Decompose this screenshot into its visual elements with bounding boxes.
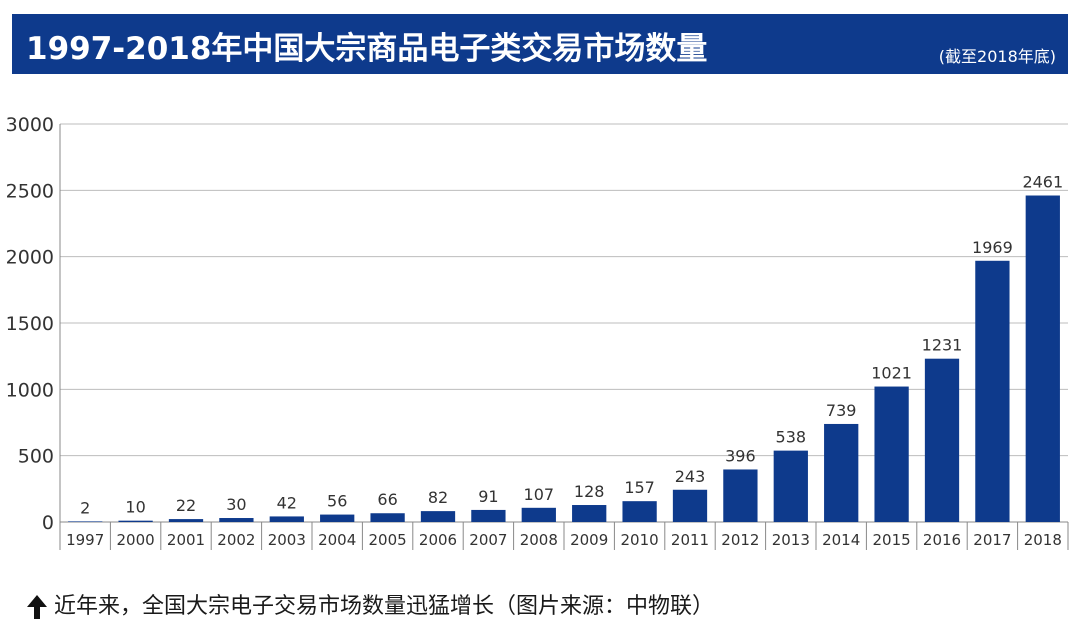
bar [420,511,456,522]
bar [219,518,254,522]
data-label: 30 [226,495,246,514]
x-tick-label: 2001 [167,531,205,549]
y-tick-label: 2500 [6,180,54,202]
data-label: 82 [428,488,448,507]
bar [1025,195,1060,522]
data-label: 157 [624,478,655,497]
x-tick-label: 1997 [66,531,104,549]
x-tick-label: 2008 [520,531,558,549]
data-label: 243 [675,467,706,486]
x-tick-label: 2013 [772,531,810,549]
y-tick-label: 3000 [6,114,54,136]
bar [118,520,153,522]
x-tick-label: 2003 [268,531,306,549]
data-label: 22 [176,496,196,515]
bar [68,521,103,522]
x-tick-label: 2004 [318,531,356,549]
bar [622,501,657,522]
data-label: 56 [327,492,347,511]
bar [471,509,506,522]
chart-subtitle: (截至2018年底) [938,47,1056,66]
chart-title: 1997-2018年中国大宗商品电子类交易市场数量 [26,31,708,67]
bar [269,516,304,522]
x-tick-label: 2007 [469,531,507,549]
bar [824,423,859,522]
x-tick-label: 2017 [973,531,1011,549]
data-label: 91 [478,487,498,506]
x-tick-label: 2015 [873,531,911,549]
data-label: 128 [574,482,605,501]
y-tick-label: 0 [42,512,54,534]
x-tick-label: 2002 [217,531,255,549]
bar-chart: 0 500 1000 1500 2000 2500 3000 2 1997 10 2000 22 200… [6,114,1069,550]
bar [572,505,607,522]
x-tick-label: 2016 [923,531,961,549]
x-tick-label: 2010 [621,531,659,549]
bar [672,489,708,522]
data-label: 66 [377,490,397,509]
x-tick-label: 2018 [1024,531,1062,549]
up-arrow-icon [26,594,50,620]
x-tick-label: 2000 [117,531,155,549]
bar [320,514,355,522]
y-tick-label: 2000 [6,247,54,269]
bar [168,519,204,522]
bar [975,260,1010,522]
data-label: 396 [725,446,756,465]
x-tick-label: 2009 [570,531,608,549]
data-label: 2461 [1022,173,1063,192]
caption: 近年来，全国大宗电子交易市场数量迅猛增长（图片来源：中物联） [26,588,714,620]
bar [924,358,960,522]
data-label: 42 [277,493,297,512]
data-label: 107 [524,485,555,504]
bar [370,513,405,522]
x-tick-label: 2011 [671,531,709,549]
bar [521,507,556,522]
bar [874,386,909,522]
data-label: 10 [125,498,145,517]
y-tick-label: 1500 [6,313,54,335]
data-label: 1021 [871,364,912,383]
bar [773,450,808,522]
title-bar: 1997-2018年中国大宗商品电子类交易市场数量 (截至2018年底) [12,14,1068,74]
x-tick-label: 2012 [721,531,759,549]
x-tick-label: 2014 [822,531,860,549]
data-label: 739 [826,401,857,420]
caption-text: 近年来，全国大宗电子交易市场数量迅猛增长（图片来源：中物联） [54,594,715,619]
bar [723,469,758,522]
data-label: 538 [776,428,807,447]
data-label: 2 [80,499,90,518]
data-label: 1231 [922,336,963,355]
x-tick-label: 2006 [419,531,457,549]
y-tick-label: 1000 [6,379,54,401]
y-tick-label: 500 [18,446,54,468]
data-label: 1969 [972,238,1013,257]
x-tick-label: 2005 [369,531,407,549]
